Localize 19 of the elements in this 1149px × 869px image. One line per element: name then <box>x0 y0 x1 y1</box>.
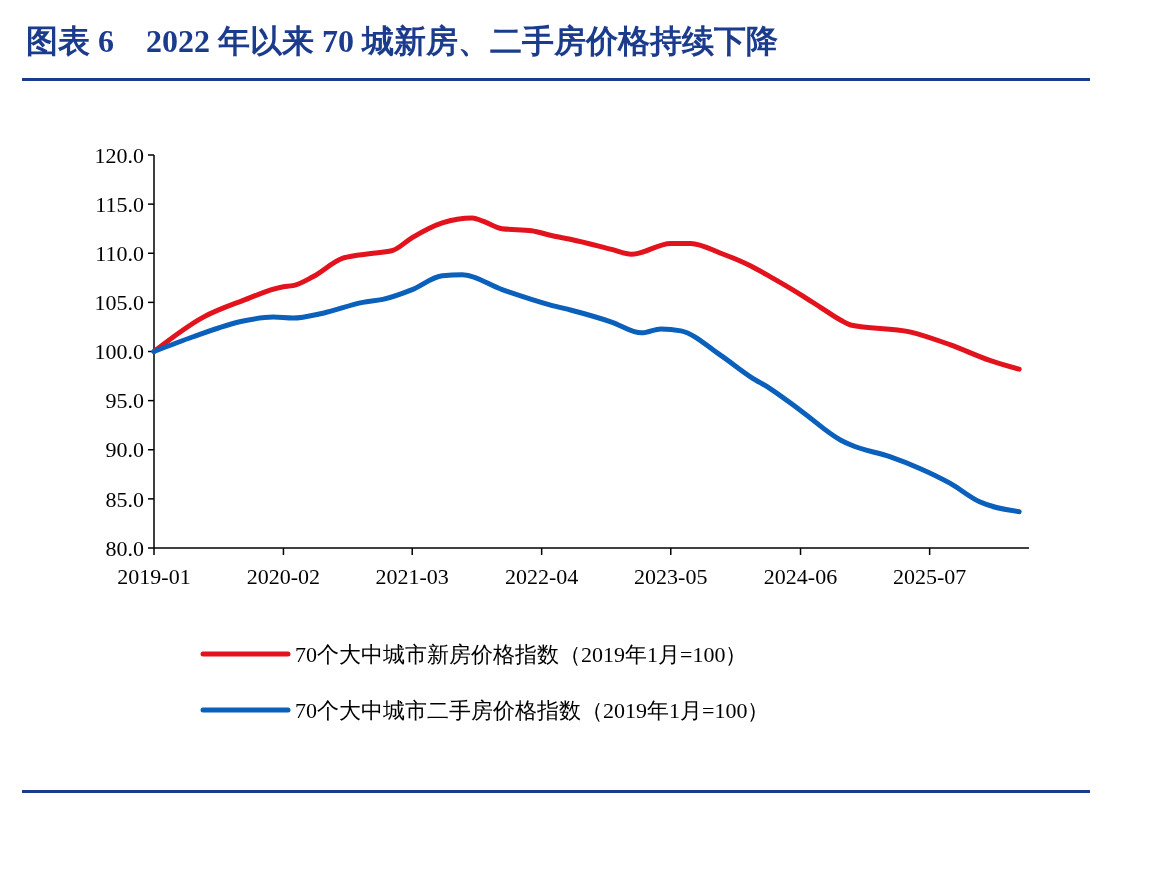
x-tick-label: 2020-02 <box>246 564 321 589</box>
chart-title: 图表 6 2022 年以来 70 城新房、二手房价格持续下降 <box>26 23 778 59</box>
y-tick-label: 90.0 <box>105 437 144 463</box>
y-tick-label: 120.0 <box>94 142 144 168</box>
y-tick-label: 110.0 <box>95 240 144 266</box>
y-tick-label: 85.0 <box>105 486 144 512</box>
y-tick-label: 100.0 <box>94 339 144 365</box>
legend-label: 70个大中城市二手房价格指数（2019年1月=100） <box>295 697 770 723</box>
x-tick-label: 2019-01 <box>117 564 191 589</box>
y-tick-label: 105.0 <box>94 290 144 316</box>
y-tick-label: 80.0 <box>105 535 144 561</box>
y-tick-label: 95.0 <box>105 388 144 414</box>
x-tick-label: 2024-06 <box>763 564 838 589</box>
x-tick-label: 2022-04 <box>504 564 579 589</box>
x-tick-label: 2021-03 <box>375 564 449 589</box>
x-tick-label: 2023-05 <box>634 564 708 589</box>
y-tick-label: 115.0 <box>95 191 144 217</box>
x-tick-label: 2025-07 <box>892 564 967 589</box>
legend-label: 70个大中城市新房价格指数（2019年1月=100） <box>295 641 748 667</box>
